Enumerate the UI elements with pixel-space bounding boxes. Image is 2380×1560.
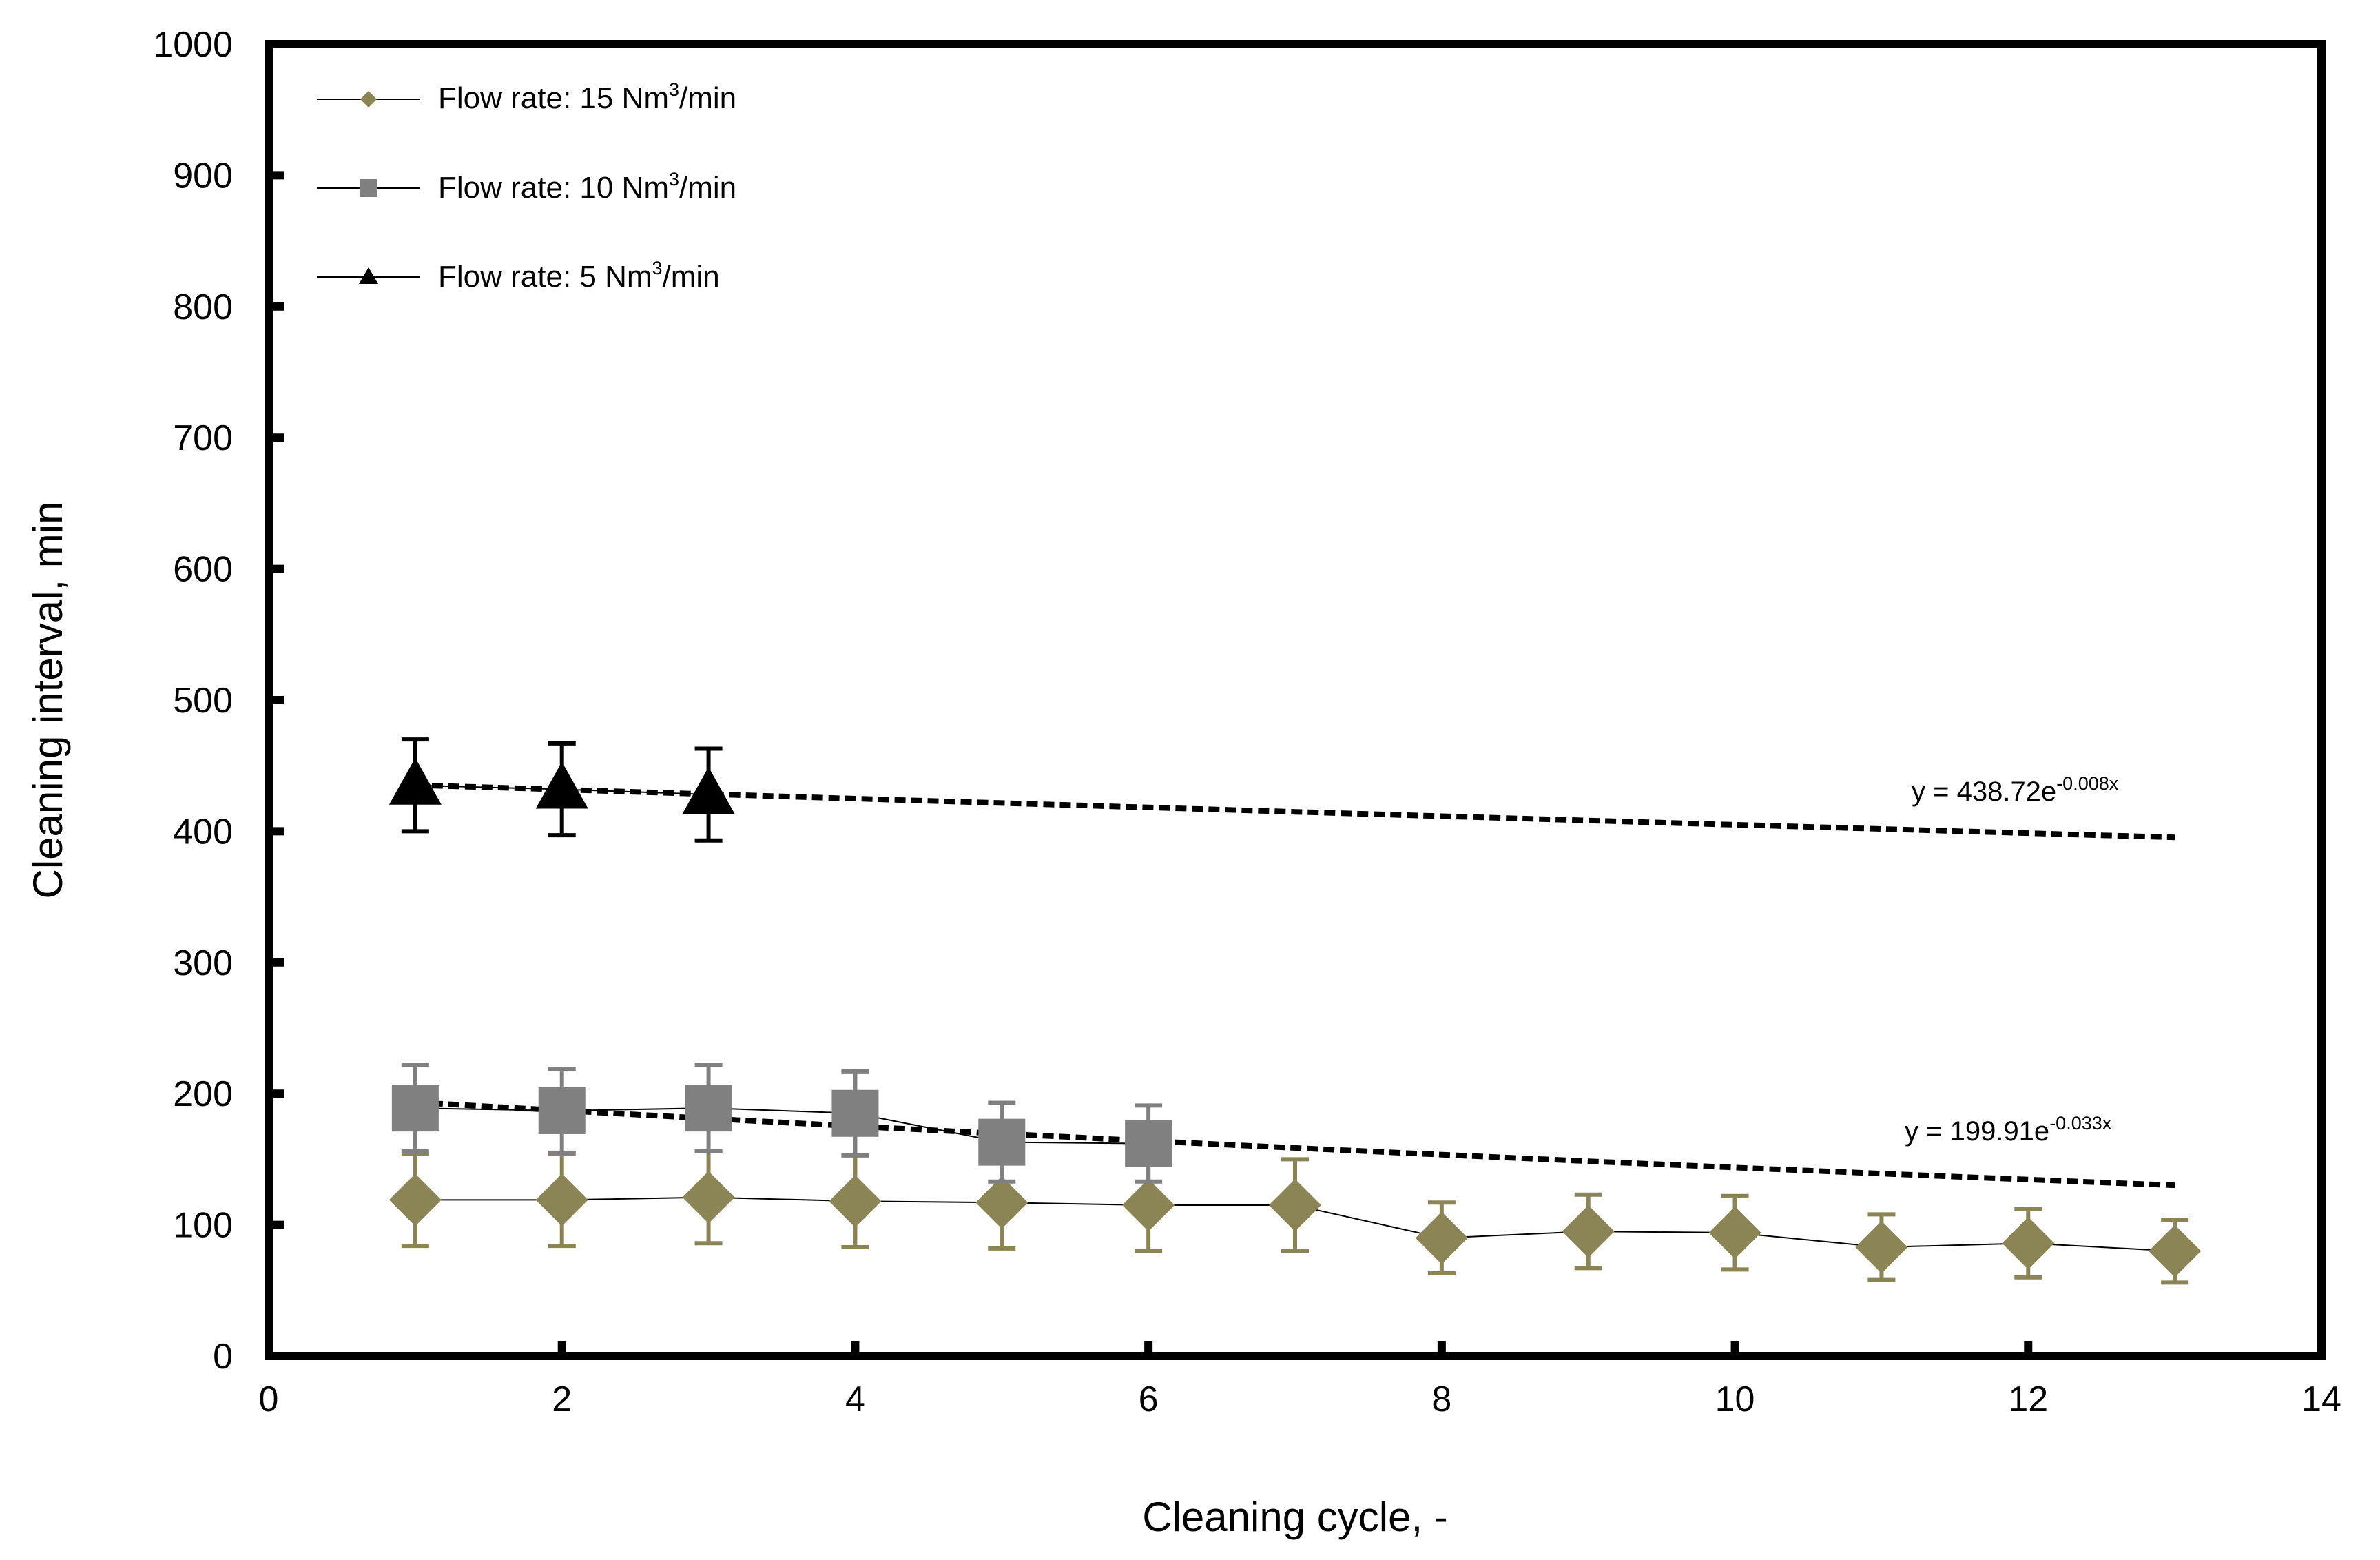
series-0 — [389, 1149, 2202, 1285]
y-axis-title: Cleaning interval, min — [25, 502, 71, 899]
trendlines — [415, 782, 2175, 1189]
y-tick-label: 100 — [173, 1206, 233, 1246]
x-tick-label: 6 — [1139, 1379, 1159, 1419]
y-tick-label: 300 — [173, 943, 233, 983]
data-point-diamond — [1855, 1220, 1908, 1273]
legend-square-marker — [360, 179, 377, 197]
data-point-square — [978, 1118, 1026, 1166]
series-line — [415, 1107, 1149, 1145]
data-point-diamond — [975, 1176, 1028, 1229]
y-tick-label: 800 — [173, 287, 233, 327]
data-point-square — [1125, 1120, 1172, 1167]
axis-ticks: 0 2 4 6 8 10 12 14 0 100 200 300 400 500 600 700 800 900 1… — [153, 25, 2341, 1419]
data-point-diamond — [389, 1173, 442, 1227]
legend-label-10: Flow rate: 10 Nm3/min — [438, 169, 736, 205]
data-point-triangle — [682, 767, 735, 814]
x-tick-label: 8 — [1431, 1379, 1451, 1419]
data-point-triangle — [389, 757, 442, 805]
x-axis-title: Cleaning cycle, - — [1142, 1494, 1448, 1540]
data-point-square — [685, 1085, 732, 1132]
data-point-diamond — [1562, 1205, 1615, 1258]
data-point-diamond — [1415, 1211, 1468, 1264]
y-tick-label: 200 — [173, 1074, 233, 1114]
legend-triangle-marker — [359, 267, 378, 284]
trendline-0 — [415, 782, 2175, 841]
data-point-square — [391, 1085, 439, 1132]
x-tick-label: 10 — [1715, 1379, 1755, 1419]
trendline-equation-10: y = 199.91e-0.033x — [1905, 1113, 2112, 1147]
trendline-equation-5: y = 438.72e-0.008x — [1912, 773, 2119, 807]
legend-entry-10: Flow rate: 10 Nm3/min — [317, 169, 736, 205]
x-tick-label: 14 — [2301, 1379, 2341, 1419]
trendline-1 — [415, 1099, 2175, 1189]
series-1 — [391, 1063, 1172, 1184]
data-point-diamond — [829, 1175, 882, 1228]
data-point-triangle — [535, 761, 588, 809]
legend-diamond-marker — [360, 91, 377, 107]
legend-entry-5: Flow rate: 5 Nm3/min — [317, 258, 720, 294]
data-point-diamond — [1269, 1179, 1321, 1232]
y-tick-label: 700 — [173, 418, 233, 458]
x-tick-label: 0 — [259, 1379, 279, 1419]
legend-entry-15: Flow rate: 15 Nm3/min — [317, 79, 736, 115]
y-tick-label: 500 — [173, 681, 233, 721]
x-tick-label: 4 — [845, 1379, 865, 1419]
legend-label-5: Flow rate: 5 Nm3/min — [438, 258, 720, 294]
series-2 — [389, 737, 735, 843]
x-tick-label: 12 — [2008, 1379, 2048, 1419]
y-tick-label: 600 — [173, 550, 233, 590]
data-point-diamond — [1708, 1207, 1761, 1260]
y-tick-label: 900 — [173, 156, 233, 196]
data-point-diamond — [682, 1171, 735, 1224]
x-tick-label: 2 — [552, 1379, 572, 1419]
data-series — [389, 737, 2202, 1285]
data-point-diamond — [2002, 1217, 2055, 1270]
y-tick-label: 400 — [173, 812, 233, 852]
data-point-square — [538, 1087, 586, 1134]
data-point-square — [831, 1089, 879, 1137]
data-point-diamond — [2149, 1224, 2202, 1277]
y-tick-label: 1000 — [153, 25, 233, 65]
data-point-diamond — [535, 1173, 588, 1227]
y-tick-label: 0 — [213, 1337, 233, 1377]
data-point-diamond — [1122, 1179, 1175, 1232]
legend: Flow rate: 15 Nm3/min Flow rate: 10 Nm3/… — [317, 79, 736, 294]
legend-label-15: Flow rate: 15 Nm3/min — [438, 79, 736, 115]
